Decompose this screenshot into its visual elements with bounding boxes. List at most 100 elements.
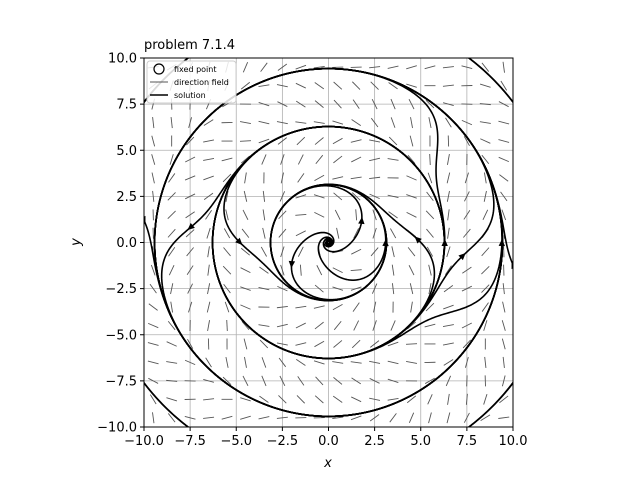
direction-segment <box>443 102 454 107</box>
direction-segment <box>186 247 194 257</box>
direction-segment <box>390 117 396 128</box>
y-tick-label: 5.0 <box>116 144 137 159</box>
direction-segment <box>170 301 174 313</box>
direction-segment <box>295 100 306 108</box>
direction-segment <box>387 158 399 161</box>
direction-segment <box>167 210 176 220</box>
direction-segment <box>483 172 487 184</box>
direction-segment <box>259 339 269 349</box>
direction-segment <box>370 81 379 90</box>
direction-segment <box>261 357 267 368</box>
fixed-point-marker <box>323 237 334 248</box>
direction-segment <box>167 192 176 201</box>
legend-box <box>146 60 237 104</box>
direction-segment <box>390 228 397 239</box>
direction-segment <box>280 172 284 184</box>
direction-segment <box>226 320 228 332</box>
direction-segment <box>244 356 247 368</box>
direction-segment <box>278 210 287 220</box>
direction-segment <box>295 213 307 216</box>
direction-segment <box>277 285 288 292</box>
direction-segment <box>297 154 304 165</box>
direction-segment <box>147 360 159 365</box>
direction-segment <box>314 340 325 348</box>
direction-segment <box>295 194 307 199</box>
direction-segment <box>279 375 286 386</box>
direction-segment <box>482 209 489 220</box>
direction-segment <box>461 322 472 329</box>
direction-segment <box>168 246 176 257</box>
direction-segment <box>351 248 362 255</box>
direction-segment <box>222 376 232 385</box>
direction-segment <box>296 395 306 404</box>
direction-segment <box>388 82 398 90</box>
direction-segment <box>243 338 248 350</box>
direction-segment <box>464 172 469 184</box>
direction-segment <box>151 172 155 184</box>
direction-segment <box>259 266 269 274</box>
direction-segment <box>277 101 288 107</box>
direction-segment <box>260 62 268 72</box>
x-tick-label: 7.5 <box>457 434 478 449</box>
direction-segment <box>425 100 435 109</box>
direction-segment <box>350 361 362 364</box>
direction-segment <box>351 339 361 349</box>
direction-segment <box>188 301 193 313</box>
direction-segment <box>391 246 395 258</box>
direction-segment <box>369 378 380 384</box>
direction-segment <box>166 379 178 382</box>
direction-segment <box>387 65 399 69</box>
direction-segment <box>498 139 510 143</box>
direction-segment <box>390 98 396 110</box>
direction-segment <box>429 153 431 165</box>
direction-segment <box>224 301 230 313</box>
direction-segment <box>240 397 251 402</box>
direction-segment <box>295 322 306 329</box>
direction-segment <box>278 395 287 404</box>
direction-segment <box>408 412 415 424</box>
y-tick-label: 0.0 <box>116 236 137 251</box>
direction-segment <box>278 357 287 368</box>
solution-arrow <box>458 253 466 261</box>
direction-segment <box>258 84 270 88</box>
direction-segment <box>207 246 210 258</box>
direction-segment <box>406 361 418 364</box>
direction-segment <box>240 155 250 164</box>
direction-segment <box>332 286 344 291</box>
direction-segment <box>261 375 267 387</box>
direction-segment <box>483 320 488 331</box>
direction-segment <box>350 269 362 272</box>
direction-segment <box>427 172 433 184</box>
direction-segment <box>314 321 324 330</box>
direction-segment <box>240 304 251 310</box>
direction-segment <box>332 395 343 403</box>
direction-segment <box>483 190 487 202</box>
direction-segment <box>314 174 325 181</box>
direction-segment <box>203 119 214 126</box>
direction-segment <box>243 190 248 202</box>
direction-segment <box>463 228 471 238</box>
direction-segment <box>424 65 436 70</box>
direction-segment <box>166 397 178 402</box>
direction-segment <box>261 154 267 165</box>
legend-direction-field-label: direction field <box>174 78 229 87</box>
direction-segment <box>501 375 506 387</box>
direction-segment <box>185 156 196 163</box>
direction-segment <box>408 99 415 110</box>
y-tick-label: 10.0 <box>108 52 137 67</box>
direction-segment <box>297 173 305 183</box>
direction-segment <box>167 413 176 423</box>
direction-segment <box>462 339 471 349</box>
direction-segment <box>463 136 470 147</box>
direction-segment <box>370 117 379 128</box>
direction-segment <box>187 338 194 349</box>
direction-segment <box>223 284 231 294</box>
direction-segment <box>406 395 417 404</box>
direction-segment <box>498 156 510 163</box>
direction-segment <box>207 264 210 276</box>
x-tick-label: 5.0 <box>410 434 431 449</box>
direction-segment <box>277 63 288 71</box>
direction-segment <box>240 415 251 420</box>
direction-segment <box>407 154 416 164</box>
x-axis-label: x <box>323 456 332 471</box>
